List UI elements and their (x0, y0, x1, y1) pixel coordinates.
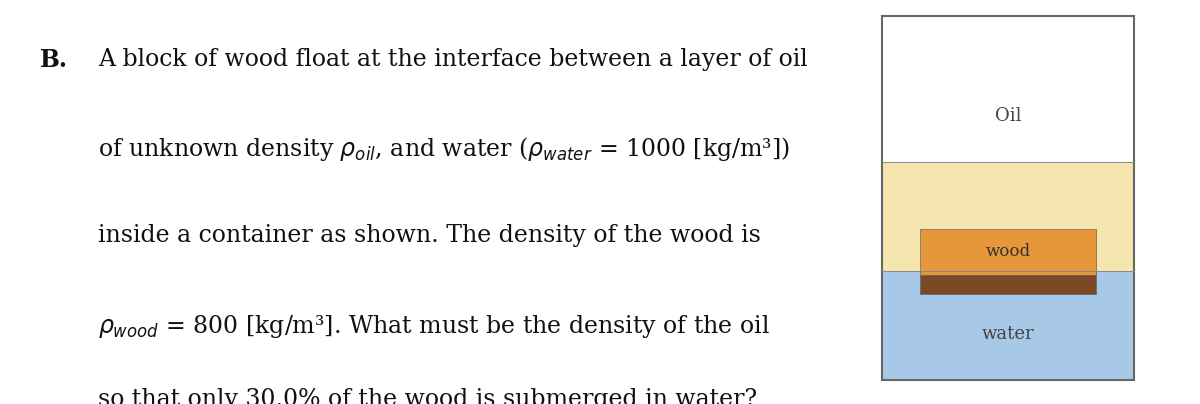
Text: A block of wood float at the interface between a layer of oil: A block of wood float at the interface b… (98, 48, 808, 72)
Text: B.: B. (40, 48, 67, 72)
Bar (919, 275, 1097, 294)
Text: so that only 30.0% of the wood is submerged in water?: so that only 30.0% of the wood is submer… (98, 388, 757, 404)
Bar (882, 16, 1134, 380)
Bar (882, 16, 1134, 162)
Text: water: water (982, 325, 1034, 343)
Text: Oil: Oil (995, 107, 1021, 125)
Bar (882, 271, 1134, 380)
Text: of unknown density $\rho_{\mathit{oil}}$, and water ($\rho_{\mathit{water}}$ = 1: of unknown density $\rho_{\mathit{oil}}$… (98, 135, 791, 163)
Bar (919, 229, 1097, 275)
Text: wood: wood (985, 243, 1031, 260)
Bar (882, 162, 1134, 271)
Text: $\rho_{\mathit{wood}}$ = 800 [kg/m³]. What must be the density of the oil: $\rho_{\mathit{wood}}$ = 800 [kg/m³]. Wh… (98, 313, 770, 340)
Text: inside a container as shown. The density of the wood is: inside a container as shown. The density… (98, 224, 761, 247)
